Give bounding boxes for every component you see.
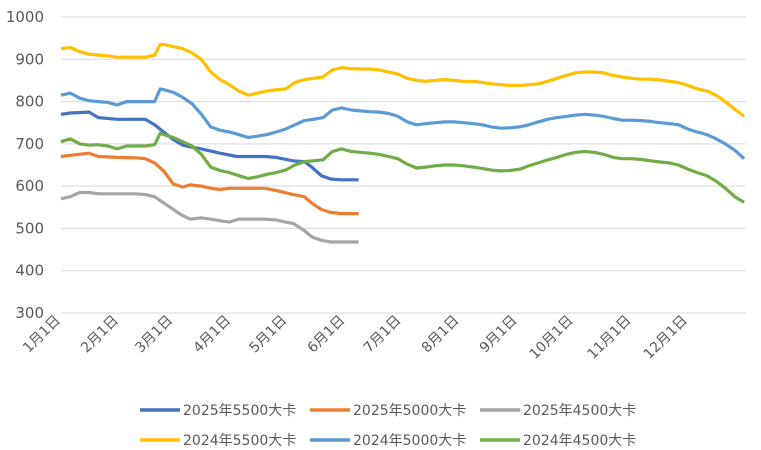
y-tick-label: 500	[15, 219, 44, 237]
legend-label: 2025年5500大卡	[183, 403, 296, 419]
series-line	[60, 151, 359, 216]
x-tick-label: 11月1日	[585, 313, 635, 363]
x-tick-label: 6月1日	[305, 313, 349, 357]
x-tick-label: 9月1日	[477, 313, 521, 357]
x-tick-label: 2月1日	[78, 313, 122, 357]
y-tick-label: 700	[15, 135, 44, 153]
legend-label: 2025年4500大卡	[523, 403, 636, 419]
y-tick-label: 1000	[6, 8, 44, 26]
x-tick-label: 5月1日	[247, 313, 291, 357]
legend-label: 2025年5000大卡	[353, 403, 466, 419]
legend-label: 2024年4500大卡	[523, 433, 636, 449]
y-tick-label: 900	[15, 50, 44, 68]
legend-label: 2024年5500大卡	[183, 433, 296, 449]
series-line	[60, 87, 746, 160]
series-line	[60, 42, 746, 118]
y-tick-label: 600	[15, 177, 44, 195]
y-tick-label: 300	[15, 304, 44, 322]
series-line	[60, 131, 745, 204]
series-line	[60, 190, 359, 244]
legend-label: 2024年5000大卡	[353, 433, 466, 449]
series-line	[60, 110, 359, 182]
x-tick-label: 8月1日	[419, 313, 463, 357]
x-tick-label: 10月1日	[527, 313, 577, 363]
x-tick-label: 4月1日	[190, 313, 234, 357]
x-tick-label: 12月1日	[641, 313, 691, 363]
y-tick-label: 400	[15, 262, 44, 280]
y-tick-label: 800	[15, 93, 44, 111]
x-tick-label: 7月1日	[361, 313, 405, 357]
x-tick-label: 3月1日	[132, 313, 176, 357]
